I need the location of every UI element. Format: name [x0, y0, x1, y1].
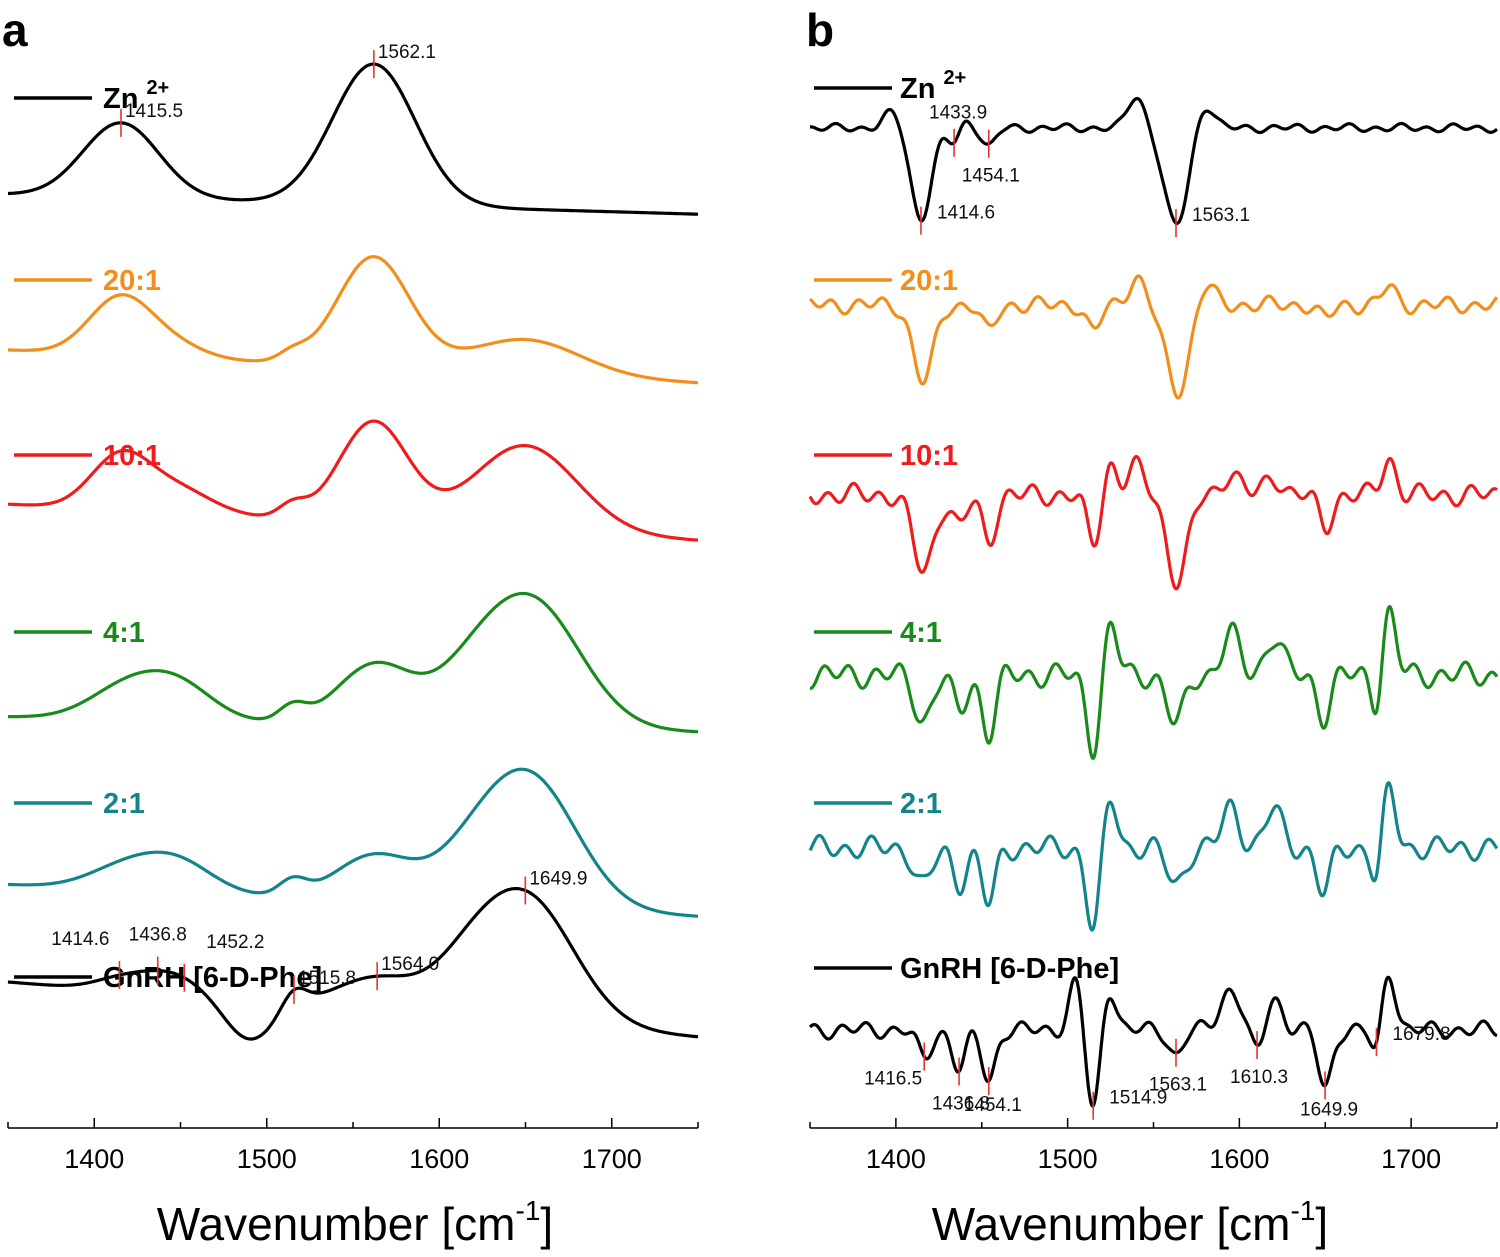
legend-label-2-1: 2:1 — [103, 788, 145, 820]
legend-label-20-1: 20:1 — [900, 265, 958, 297]
series-line-20-1 — [808, 274, 1499, 400]
panel-b-x-axis-title: Wavenumber [cm-1] — [932, 1195, 1328, 1250]
panel-b-x-axis: 1400 1500 1600 1700 — [809, 1118, 1498, 1174]
legend-label-gnrh-6-d-phe: GnRH [6-D-Phe] — [900, 953, 1119, 985]
series-line-2-1 — [808, 781, 1499, 932]
peak-label-1433-9: 1433.9 — [929, 103, 987, 124]
panel-a: a Zn 2+ 20:1 10:1 4:1 2:1 GnRH [6-D-Phe] 1415.… — [2, 4, 699, 1250]
legend-label-4-1: 4:1 — [900, 617, 942, 649]
panel-a-legend: Zn 2+ 20:1 10:1 4:1 2:1 GnRH [6-D-Phe] — [14, 77, 322, 994]
series-line-10-1 — [7, 419, 699, 542]
series-line-4-1 — [7, 591, 699, 734]
peak-label-1649-9: 1649.9 — [529, 868, 587, 889]
peak-label-1563-1: 1563.1 — [1149, 1075, 1207, 1096]
peak-label-1436-8: 1436.8 — [932, 1093, 990, 1114]
x-tick-label-1600: 1600 — [409, 1144, 469, 1174]
panel-b-legend: Zn 2+ 20:1 10:1 4:1 2:1 GnRH [6-D-Phe] — [814, 67, 1119, 985]
panel-b-markers: 1414.61433.91454.11563.11416.51436.81454… — [864, 103, 1450, 1121]
peak-label-1416-5: 1416.5 — [864, 1069, 922, 1090]
legend-label-2-1: 2:1 — [900, 788, 942, 820]
peak-label-1514-9: 1514.9 — [1109, 1088, 1167, 1109]
series-line-zn — [7, 62, 699, 216]
peak-label-1610-3: 1610.3 — [1230, 1067, 1288, 1088]
x-tick-label-1400: 1400 — [64, 1144, 124, 1174]
peak-label-1414-6: 1414.6 — [937, 203, 995, 224]
legend-label-gnrh-6-d-phe: GnRH [6-D-Phe] — [103, 962, 322, 994]
panel-a-x-axis-title: Wavenumber [cm-1] — [157, 1195, 553, 1250]
peak-label-1563-1: 1563.1 — [1192, 205, 1250, 226]
series-line-10-1 — [808, 454, 1498, 591]
peak-label-1649-9: 1649.9 — [1300, 1099, 1358, 1120]
x-tick-label-1500: 1500 — [1038, 1144, 1098, 1174]
x-tick-label-1500: 1500 — [237, 1144, 297, 1174]
legend-label-4-1: 4:1 — [103, 617, 145, 649]
legend-label-zn: Zn 2+ — [103, 77, 169, 115]
peak-label-1454-1: 1454.1 — [962, 166, 1020, 187]
series-line-4-1 — [809, 605, 1499, 760]
peak-label-1454-1: 1454.1 — [964, 1095, 1022, 1116]
legend-label-10-1: 10:1 — [900, 440, 958, 472]
panel-a-x-axis: 1400 1500 1600 1700 — [7, 1118, 699, 1174]
peak-label-1436-8: 1436.8 — [129, 925, 187, 946]
x-tick-label-1400: 1400 — [866, 1144, 926, 1174]
panel-b: b Zn 2+ 20:1 10:1 4:1 2:1 GnRH [6-D-Phe] 1414.… — [806, 4, 1499, 1250]
peak-label-1414-6: 1414.6 — [51, 929, 109, 950]
x-tick-label-1600: 1600 — [1209, 1144, 1269, 1174]
series-line-gnrh-6-d-phe — [7, 887, 699, 1041]
x-tick-label-1700: 1700 — [582, 1144, 642, 1174]
peak-label-1679-8: 1679.8 — [1392, 1024, 1450, 1045]
panel-letter-b: b — [806, 4, 834, 56]
peak-label-1564-0: 1564.0 — [381, 954, 439, 975]
panel-a-markers: 1415.5 1562.1 1414.6 1436.8 1452.2 1515.8 1564… — [51, 42, 587, 1004]
panel-a-curves — [7, 62, 699, 1041]
legend-label-20-1: 20:1 — [103, 265, 161, 297]
x-tick-label-1700: 1700 — [1381, 1144, 1441, 1174]
peak-label-1452-2: 1452.2 — [206, 932, 264, 953]
panel-letter-a: a — [2, 4, 28, 56]
peak-label-1562-1: 1562.1 — [378, 42, 436, 63]
peak-label-1515-8: 1515.8 — [298, 968, 356, 989]
legend-label-10-1: 10:1 — [103, 440, 161, 472]
series-line-zn — [809, 96, 1498, 225]
series-line-2-1 — [7, 767, 699, 918]
peak-label-1415-5: 1415.5 — [125, 101, 183, 122]
legend-label-zn: Zn 2+ — [900, 67, 966, 105]
series-line-20-1 — [7, 255, 699, 385]
